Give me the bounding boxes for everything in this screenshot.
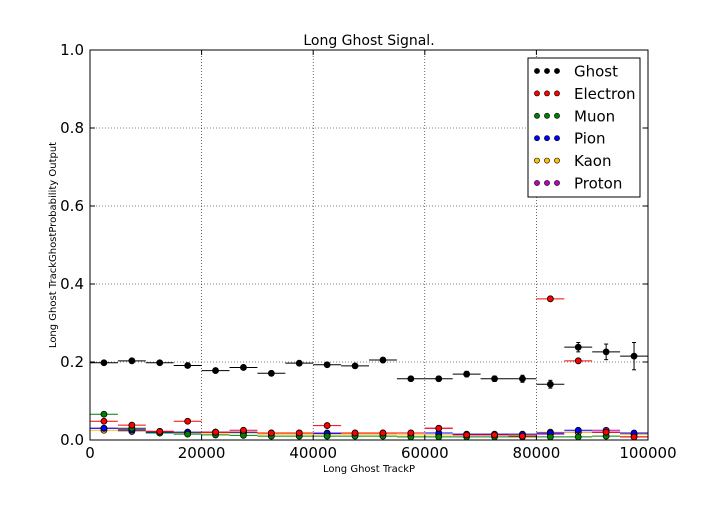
legend-marker bbox=[554, 157, 560, 164]
y-tick-label: 1.0 bbox=[60, 41, 84, 59]
legend-label: Muon bbox=[574, 107, 615, 125]
legend-marker bbox=[544, 135, 550, 142]
legend-label: Proton bbox=[574, 175, 622, 193]
data-point bbox=[212, 428, 219, 436]
y-tick-label: 0.2 bbox=[60, 353, 84, 371]
legend-marker bbox=[534, 112, 540, 119]
data-point bbox=[156, 428, 164, 435]
data-point bbox=[323, 432, 331, 440]
legend-marker bbox=[534, 135, 540, 142]
data-point bbox=[100, 410, 108, 418]
x-tick-label: 40000 bbox=[289, 444, 337, 462]
legend-label: Kaon bbox=[574, 152, 611, 170]
chart-title: Long Ghost Signal. bbox=[303, 33, 434, 49]
data-point bbox=[602, 348, 610, 356]
legend-marker bbox=[534, 157, 540, 164]
data-point bbox=[295, 429, 303, 437]
ticks: 0 20000 40000 60000 80000 100000 0.0 0.2 0.4 0.6 0… bbox=[60, 41, 676, 462]
data-point bbox=[574, 433, 582, 441]
legend-label: Ghost bbox=[574, 63, 618, 81]
y-tick-label: 0.6 bbox=[60, 197, 84, 215]
data-point bbox=[379, 429, 387, 437]
legend-box bbox=[527, 57, 641, 198]
data-point bbox=[379, 356, 387, 364]
data-point bbox=[323, 422, 331, 429]
data-point bbox=[546, 380, 554, 388]
legend-label: Pion bbox=[574, 130, 606, 148]
legend: Ghost Electron Muon Pion Kaon Proton bbox=[527, 57, 641, 198]
data-point bbox=[435, 424, 443, 432]
legend-marker bbox=[544, 180, 550, 186]
data-point bbox=[519, 432, 526, 440]
x-tick-label: 60000 bbox=[401, 444, 449, 462]
data-point bbox=[602, 428, 610, 436]
data-point bbox=[574, 343, 582, 351]
legend-marker bbox=[554, 112, 560, 119]
data-point bbox=[184, 362, 192, 369]
y-tick-label: 0.0 bbox=[60, 431, 84, 449]
data-point bbox=[240, 364, 247, 371]
data-point bbox=[519, 375, 526, 383]
data-point bbox=[184, 417, 192, 425]
data-point bbox=[491, 431, 498, 439]
data-point bbox=[100, 424, 108, 432]
y-tick-label: 0.4 bbox=[60, 275, 84, 293]
legend-marker bbox=[544, 157, 550, 164]
plot-frame bbox=[89, 49, 649, 441]
data-point bbox=[435, 433, 443, 441]
data-point bbox=[128, 357, 136, 365]
legend-marker bbox=[544, 90, 550, 97]
legend-marker bbox=[534, 90, 540, 97]
data-point bbox=[267, 369, 275, 377]
data-point bbox=[184, 430, 192, 438]
x-tick-label: 20000 bbox=[178, 444, 226, 462]
legend-marker bbox=[534, 68, 540, 74]
grid bbox=[90, 50, 648, 440]
y-axis-label: Long Ghost TrackGhostProbability Output bbox=[48, 142, 59, 348]
data-point bbox=[491, 375, 498, 383]
data-point bbox=[100, 359, 108, 367]
data-point bbox=[128, 421, 136, 429]
data-point bbox=[267, 429, 275, 437]
x-tick-label: 100000 bbox=[619, 444, 676, 462]
data-point bbox=[351, 362, 359, 370]
data-point bbox=[295, 359, 303, 367]
x-axis-label: Long Ghost TrackP bbox=[323, 464, 415, 475]
legend-marker bbox=[554, 180, 560, 186]
data-point bbox=[463, 370, 471, 378]
series-ghost bbox=[90, 342, 648, 389]
data-point bbox=[630, 433, 638, 441]
legend-marker bbox=[544, 112, 550, 119]
data-point bbox=[323, 361, 331, 369]
data-point bbox=[574, 357, 582, 365]
data-point bbox=[156, 359, 164, 367]
legend-marker bbox=[554, 90, 560, 97]
data-point bbox=[546, 295, 554, 303]
series-electron bbox=[90, 295, 648, 441]
data-layer bbox=[90, 295, 648, 441]
data-point bbox=[407, 429, 415, 437]
y-tick-label: 0.8 bbox=[60, 119, 84, 137]
data-point bbox=[546, 433, 554, 441]
data-point bbox=[212, 367, 219, 374]
legend-marker bbox=[534, 180, 540, 186]
data-point bbox=[351, 429, 359, 437]
data-point bbox=[240, 426, 247, 434]
data-point bbox=[407, 375, 415, 383]
legend-label: Electron bbox=[574, 85, 636, 103]
data-point bbox=[630, 352, 638, 360]
x-tick-label: 0 bbox=[85, 444, 95, 462]
data-point bbox=[100, 417, 108, 425]
data-point bbox=[435, 375, 443, 383]
data-point bbox=[463, 431, 471, 439]
legend-marker bbox=[554, 135, 560, 142]
legend-marker bbox=[554, 68, 560, 74]
data-point bbox=[574, 426, 582, 434]
x-tick-label: 80000 bbox=[513, 444, 561, 462]
legend-marker bbox=[544, 68, 550, 74]
